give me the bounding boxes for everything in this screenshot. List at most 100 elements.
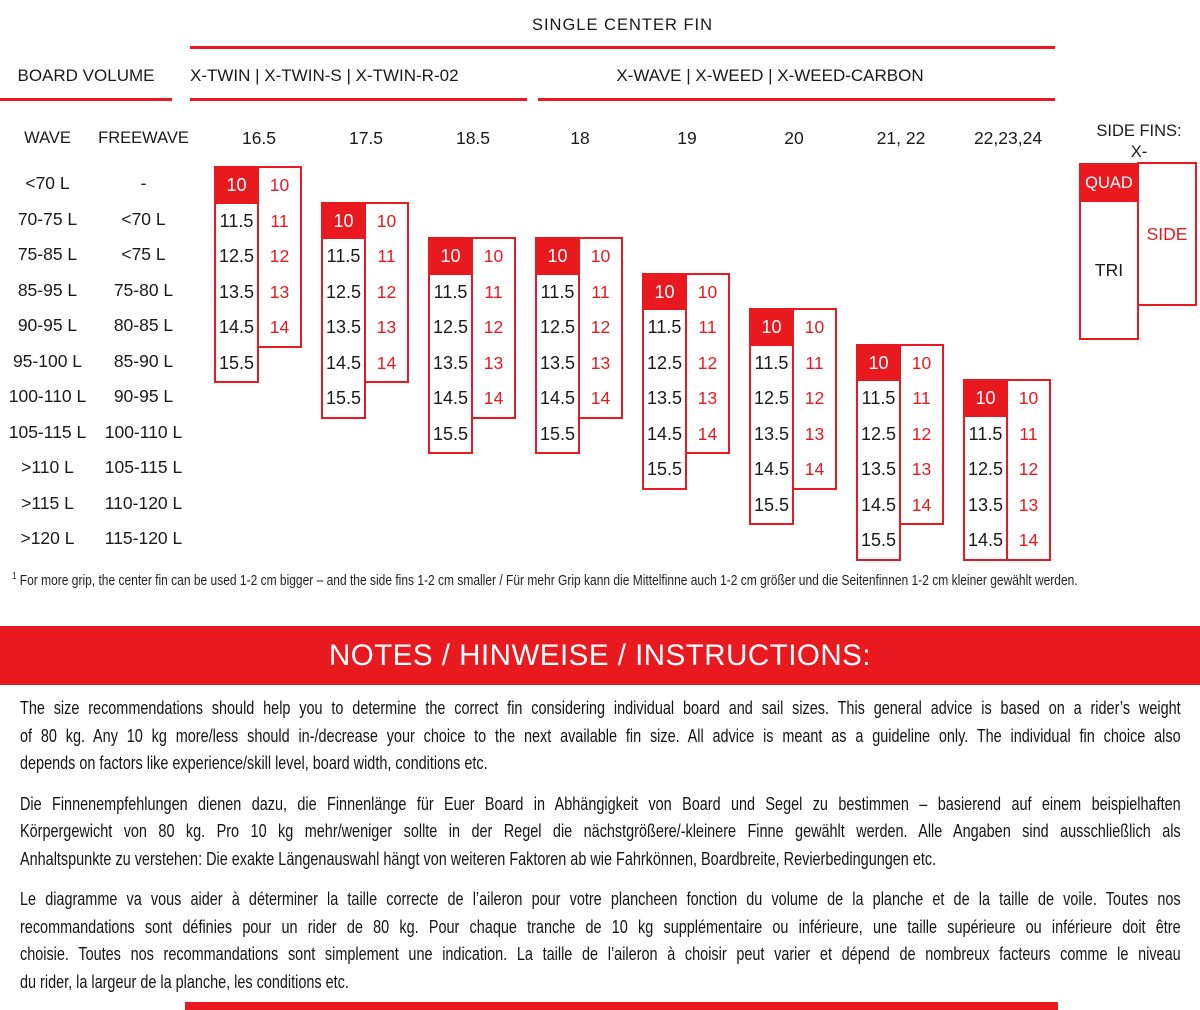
center-fin-value: 14.5 <box>646 423 683 444</box>
center-fin-value: 14.5 <box>432 388 469 408</box>
volume-row: 90-95 L 80-85 L <box>0 308 192 344</box>
center-fin-value: 12.5 <box>539 317 576 337</box>
side-fin-value: 12 <box>1018 459 1039 479</box>
volume-row: 105-115 L 100-110 L <box>0 415 192 451</box>
side-fins-label: SIDE FINS: X- <box>1078 121 1200 163</box>
side-fin-value: 13 <box>804 423 825 444</box>
wave-volume-value: 95-100 L <box>12 350 83 371</box>
side-fin-value: 10 <box>1018 388 1039 408</box>
sail-size-header: 21, 22 <box>876 128 926 148</box>
side-fin-value: 14 <box>804 459 825 479</box>
side-fin-value: 14 <box>376 352 397 373</box>
side-fin-value: 10 <box>590 246 611 266</box>
freewave-volume-value: 110-120 L <box>104 492 183 513</box>
side-fin-value: 11 <box>805 352 824 373</box>
notes-banner-title: NOTES / HINWEISE / INSTRUCTIONS: <box>328 638 872 672</box>
center-fin-value-highlight: 10 <box>965 381 1006 417</box>
notes-paragraph-line: du rider, la largeur de la planche, les … <box>20 970 349 992</box>
footnote-text: For more grip, the center fin can be use… <box>19 572 1078 589</box>
wave-volume-value: <70 L <box>25 173 70 193</box>
volume-row: 75-85 L <75 L <box>0 237 192 273</box>
sail-size-header: 19 <box>677 128 697 148</box>
side-fin-box: 10 11 12 13 14 <box>578 237 623 419</box>
center-fin-value: 15.5 <box>860 530 897 550</box>
volume-row: >115 L 110-120 L <box>0 486 192 522</box>
center-fin-value: 13.5 <box>646 388 683 408</box>
center-fin-value: 15.5 <box>218 352 255 373</box>
side-fin-value: 13 <box>1018 494 1039 515</box>
freewave-volume-value: 80-85 L <box>113 315 174 335</box>
side-fin-value: 10 <box>911 352 932 373</box>
freewave-volume-value: 105-115 L <box>104 457 183 477</box>
center-fin-value-highlight: 10 <box>644 274 685 310</box>
center-fin-value: 11.5 <box>326 246 361 266</box>
center-fin-value: 12.5 <box>753 388 790 408</box>
notes-paragraph-line: Körpergewicht von 80 kg. Pro 10 kg mehr/… <box>20 820 1181 841</box>
center-fin-value-highlight: 10 <box>216 168 257 204</box>
x-twin-group-heading: X-TWIN | X-TWIN-S | X-TWIN-R-02 <box>190 66 459 85</box>
side-fin-value: 14 <box>590 388 611 408</box>
notes-paragraphs: The size recommendations should help you… <box>20 694 1181 1008</box>
notes-banner: NOTES / HINWEISE / INSTRUCTIONS: <box>0 626 1200 685</box>
sail-size-header: 17.5 <box>348 128 384 148</box>
rule-group1 <box>190 98 527 101</box>
notes-paragraph-line: Le diagramme va vous aider à déterminer … <box>20 888 1181 909</box>
center-fin-value: 14.5 <box>967 530 1004 550</box>
notes-paragraph-line: The size recommendations should help you… <box>20 697 1181 718</box>
side-fin-value: 13 <box>697 388 718 408</box>
notes-paragraph-line: Anhaltspunkte zu verstehen: Die exakte L… <box>20 847 937 869</box>
center-fin-value: 14.5 <box>218 317 255 337</box>
freewave-volume-value: 75-80 L <box>113 279 174 300</box>
rule-under-title <box>190 46 1055 49</box>
wave-volume-value: 105-115 L <box>8 421 87 442</box>
notes-paragraph-line: recommandations sont définies pour un ri… <box>20 915 1181 937</box>
wave-volume-value: 85-95 L <box>17 279 78 300</box>
rule-group2 <box>538 98 1055 101</box>
freewave-volume-value: 100-110 L <box>104 421 183 442</box>
volume-row: 70-75 L <70 L <box>0 202 192 238</box>
side-fin-value: 12 <box>376 281 397 302</box>
center-fin-value: 12.5 <box>432 317 469 337</box>
wave-volume-value: 90-95 L <box>17 315 78 335</box>
notes-paragraph-line: depends on factors like experience/skill… <box>20 752 488 773</box>
side-fin-box: 10 11 12 13 14 <box>471 237 516 419</box>
single-center-fin-title: SINGLE CENTER FIN <box>531 16 714 34</box>
side-fin-value: 14 <box>697 423 718 444</box>
side-fin-value: 12 <box>804 388 825 408</box>
freewave-volume-value: 115-120 L <box>104 528 183 548</box>
center-fin-value: 12.5 <box>325 281 362 302</box>
side-fin-value: 13 <box>590 352 611 373</box>
wave-volume-value: >110 L <box>21 457 74 477</box>
side-fin-value: 11 <box>912 388 931 408</box>
quad-tri-legend-box: QUAD TRI <box>1079 163 1139 340</box>
center-fin-value: 11.5 <box>219 210 254 231</box>
board-volume-heading: BOARD VOLUME <box>17 66 155 85</box>
side-fin-value: 11 <box>377 246 396 266</box>
center-fin-value-highlight: 10 <box>537 239 578 275</box>
freewave-volume-value: - <box>140 173 147 193</box>
center-fin-box: 10 11.5 12.5 13.5 14.5 15.5 <box>749 308 794 525</box>
center-fin-box: 10 11.5 12.5 13.5 14.5 15.5 <box>321 201 366 419</box>
center-fin-value: 14.5 <box>860 494 897 515</box>
center-fin-box: 10 11.5 12.5 13.5 14.5 15.5 <box>642 272 687 490</box>
side-fin-legend-box: SIDE <box>1137 162 1197 306</box>
footnote: 1 For more grip, the center fin can be u… <box>12 571 1200 589</box>
side-fin-value: 12 <box>269 246 290 266</box>
notes-paragraph: The size recommendations should help you… <box>20 694 1181 777</box>
side-fin-value: 12 <box>483 317 504 337</box>
wave-volume-value: 75-85 L <box>17 244 78 264</box>
side-fin-value: 11 <box>270 210 289 231</box>
side-fin-value: 13 <box>483 352 504 373</box>
volume-row: >120 L 115-120 L <box>0 521 192 557</box>
center-fin-box: 10 11.5 12.5 13.5 14.5 <box>963 379 1008 561</box>
freewave-volume-value: 90-95 L <box>113 386 174 406</box>
sail-size-header: 22,23,24 <box>973 128 1043 148</box>
wave-column-heading: WAVE <box>24 129 71 147</box>
volume-row: 85-95 L 75-80 L <box>0 273 192 309</box>
center-fin-value: 15.5 <box>325 388 362 408</box>
rule-board-volume <box>0 98 172 101</box>
center-fin-value: 12.5 <box>967 459 1004 479</box>
side-fins-title: SIDE FINS: <box>1096 122 1182 140</box>
side-fin-value: 14 <box>1018 530 1039 550</box>
